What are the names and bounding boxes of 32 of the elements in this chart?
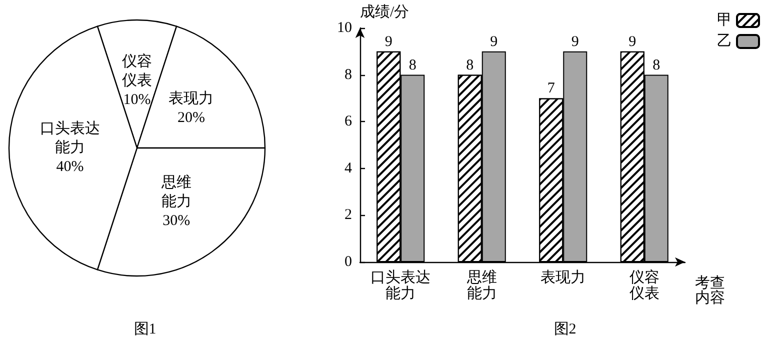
text: 图1 xyxy=(134,322,156,338)
text: 图2 xyxy=(554,322,576,338)
y-tick-label: 2 xyxy=(344,207,352,224)
data-label: 9 xyxy=(628,34,636,50)
legend-label: 乙 xyxy=(717,34,732,50)
data-label: 10% xyxy=(123,92,151,108)
slice-label: 表现力 xyxy=(168,90,214,108)
data-label: 9 xyxy=(571,34,579,50)
y-tick-label: 8 xyxy=(344,66,352,83)
y-tick-label: 6 xyxy=(344,114,352,130)
x-axis-title: 考查内容 xyxy=(695,274,725,306)
slice-label: 口头表达能力 xyxy=(40,120,100,156)
y-tick-label: 0 xyxy=(344,254,352,270)
data-label: 30% xyxy=(162,213,190,230)
data-label: 8 xyxy=(466,57,474,74)
data-label: 40% xyxy=(56,159,84,175)
data-label: 8 xyxy=(652,57,660,74)
x-tick-label: 仪容仪表 xyxy=(629,269,660,302)
data-label: 20% xyxy=(177,110,205,126)
y-axis-title: 成绩/分 xyxy=(360,4,410,20)
data-label: 9 xyxy=(384,34,392,50)
y-tick-label: 10 xyxy=(337,20,352,36)
x-tick-label: 思维能力 xyxy=(466,269,497,302)
slice-label: 思维能力 xyxy=(160,174,192,210)
data-label: 9 xyxy=(490,34,498,50)
data-label: 7 xyxy=(547,80,556,97)
slice-label: 仪容仪表 xyxy=(122,53,152,89)
x-tick-label: 口头表达能力 xyxy=(370,269,431,302)
y-tick-label: 4 xyxy=(344,160,352,176)
data-label: 8 xyxy=(408,57,416,74)
x-tick-label: 表现力 xyxy=(540,269,586,286)
legend-label: 甲 xyxy=(717,12,732,28)
